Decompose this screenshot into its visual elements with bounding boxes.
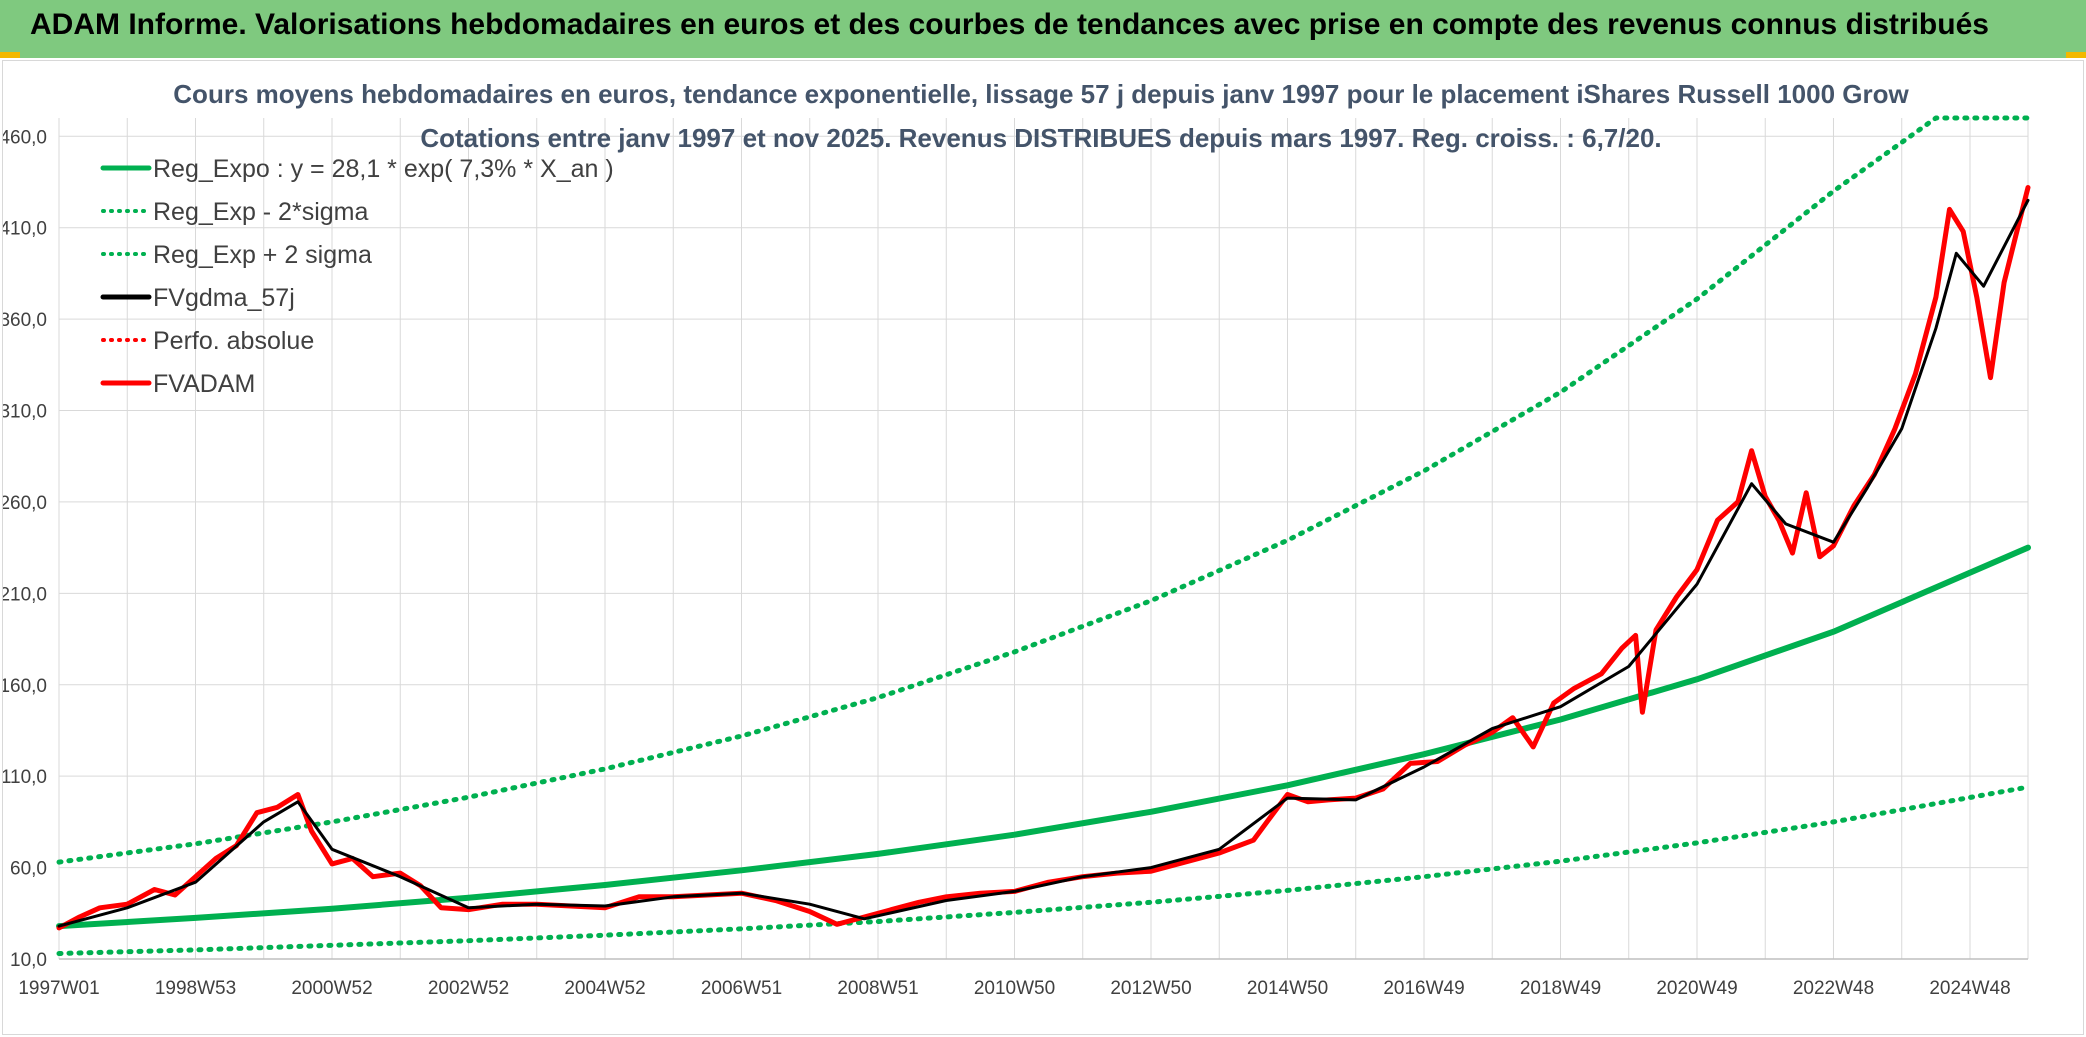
corner-marker-left [0,52,20,58]
axes: 10,0 60,0 110,0 160,0 210,0 260,0 310,0 360,0 41… [3,127,2028,999]
y-tick-label: 10,0 [10,950,47,971]
legend-label: Perfo. absolue [153,327,314,355]
legend-label: Reg_Exp + 2 sigma [153,241,372,269]
y-tick-label: 260,0 [3,493,47,514]
legend: Reg_Expo : y = 28,1 * exp( 7,3% * X_an )… [100,155,614,398]
line-chart: Cours moyens hebdomadaires en euros, ten… [3,79,2031,999]
y-tick-label: 210,0 [3,584,47,605]
x-tick-label: 2014W50 [1247,978,1328,999]
legend-label: Reg_Expo : y = 28,1 * exp( 7,3% * X_an ) [153,155,614,183]
y-tick-label: 410,0 [3,219,47,240]
x-tick-label: 2022W48 [1793,978,1874,999]
report-banner: ADAM Informe. Valorisations hebdomadaire… [0,0,2086,58]
gridlines [58,118,2029,960]
chart-subtitle: Cotations entre janv 1997 et nov 2025. R… [420,123,1661,153]
x-tick-label: 2006W51 [701,978,782,999]
chart-area: Cours moyens hebdomadaires en euros, ten… [2,60,2084,1035]
y-tick-label: 460,0 [3,127,47,148]
chart-title: Cours moyens hebdomadaires en euros, ten… [173,79,1909,109]
x-tick-label: 2020W49 [1656,978,1737,999]
x-tick-label: 2000W52 [291,978,372,999]
series-fvgdma-57j [57,198,2030,928]
legend-label: FVADAM [153,370,255,398]
y-tick-label: 160,0 [3,676,47,697]
x-tick-label: 2008W51 [837,978,918,999]
x-tick-label: 2024W48 [1929,978,2010,999]
x-tick-label: 2012W50 [1110,978,1191,999]
x-tick-label: 1998W53 [155,978,236,999]
series-lines [56,115,2031,956]
x-tick-label: 1997W01 [18,978,99,999]
series-reg-exp-plus-2sigma [56,115,2031,865]
legend-label: FVgdma_57j [153,284,295,312]
x-tick-label: 2002W52 [428,978,509,999]
series-fvadam [56,185,2031,931]
x-tick-label: 2010W50 [974,978,1055,999]
series-reg-exp-minus-2sigma [56,784,2031,956]
x-tick-label: 2018W49 [1520,978,1601,999]
corner-marker-right [2066,52,2086,58]
y-tick-label: 60,0 [10,859,47,880]
x-tick-label: 2004W52 [564,978,645,999]
y-tick-label: 310,0 [3,402,47,423]
y-tick-label: 110,0 [3,767,47,788]
legend-label: Reg_Exp - 2*sigma [153,198,368,226]
report-title: ADAM Informe. Valorisations hebdomadaire… [30,8,1989,41]
y-tick-label: 360,0 [3,310,47,331]
series-reg-expo [56,544,2031,930]
x-tick-label: 2016W49 [1383,978,1464,999]
